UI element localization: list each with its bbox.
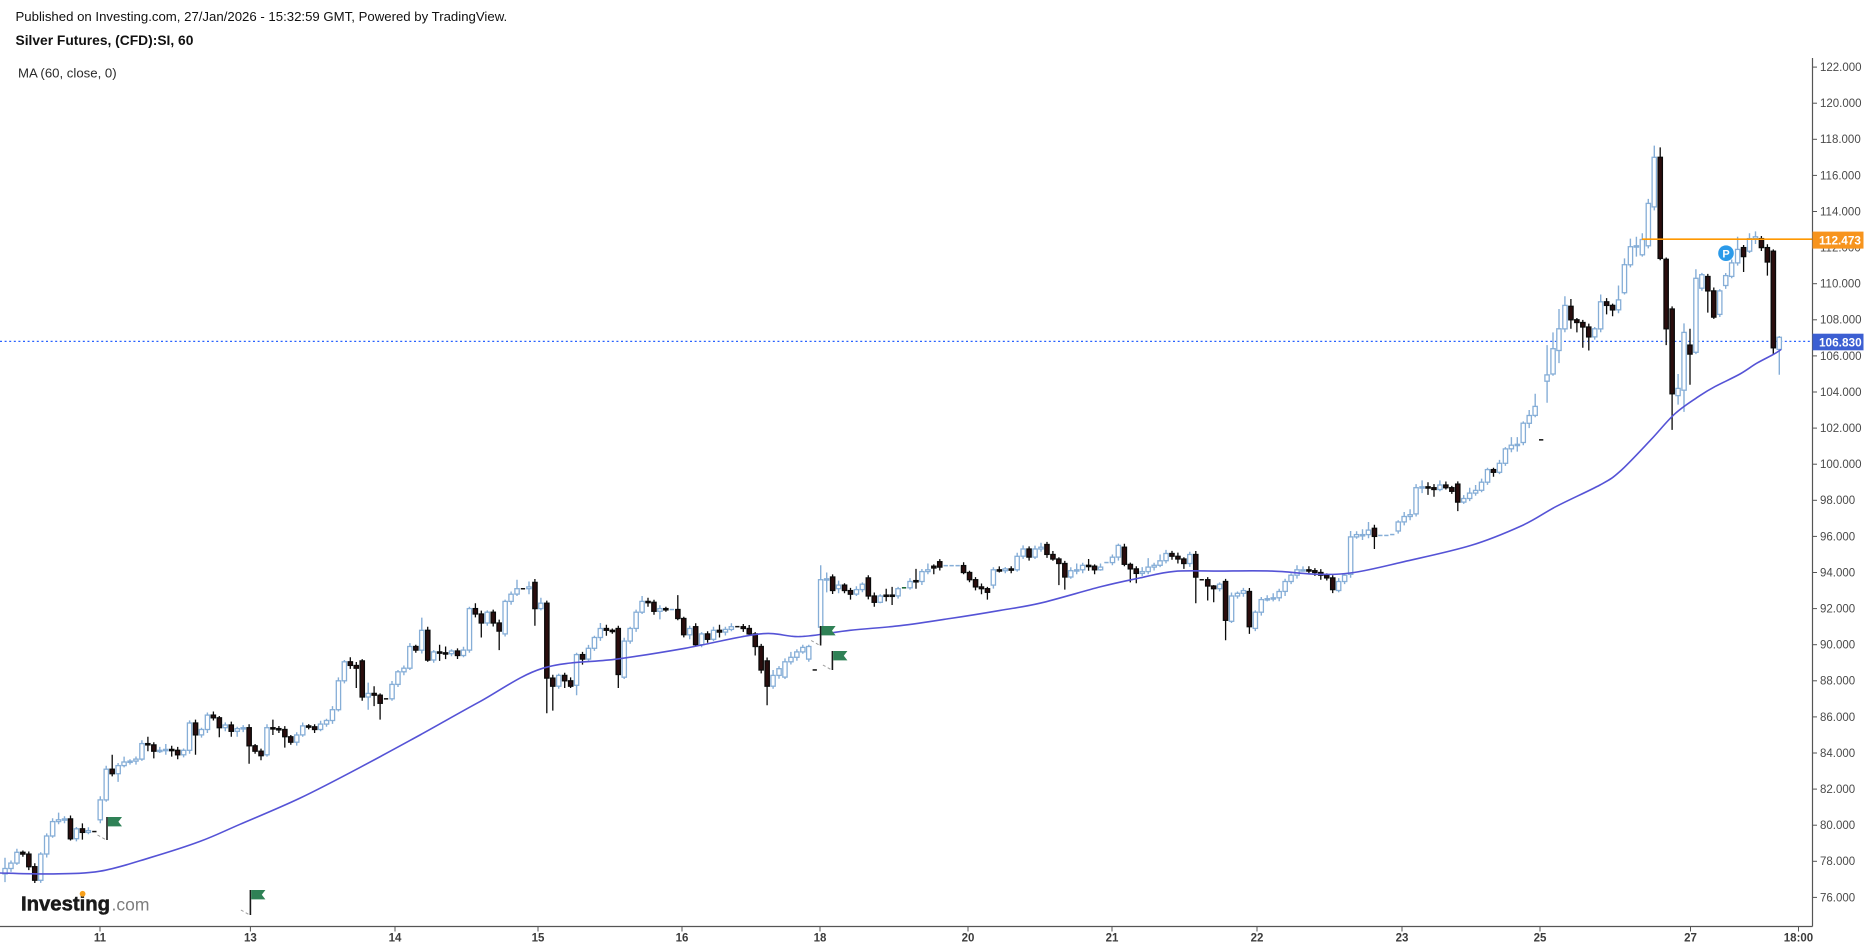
svg-text:Investing: Investing bbox=[21, 894, 110, 916]
svg-text:18:00: 18:00 bbox=[1784, 933, 1813, 945]
svg-text:106.000: 106.000 bbox=[1820, 351, 1862, 363]
svg-text:Published on Investing.com, 27: Published on Investing.com, 27/Jan/2026 … bbox=[16, 9, 508, 24]
svg-text:120.000: 120.000 bbox=[1820, 98, 1862, 110]
svg-text:94.000: 94.000 bbox=[1820, 567, 1855, 579]
svg-text:110.000: 110.000 bbox=[1820, 279, 1861, 291]
svg-text:88.000: 88.000 bbox=[1820, 676, 1855, 688]
svg-text:21: 21 bbox=[1106, 933, 1119, 945]
svg-text:76.000: 76.000 bbox=[1820, 892, 1855, 904]
svg-text:25: 25 bbox=[1534, 933, 1547, 945]
svg-text:82.000: 82.000 bbox=[1820, 784, 1855, 796]
svg-text:84.000: 84.000 bbox=[1820, 748, 1855, 760]
svg-text:22: 22 bbox=[1251, 933, 1264, 945]
svg-text:11: 11 bbox=[94, 933, 107, 945]
svg-text:P: P bbox=[1722, 248, 1729, 260]
svg-text:108.000: 108.000 bbox=[1820, 315, 1862, 327]
svg-text:122.000: 122.000 bbox=[1820, 62, 1862, 74]
svg-text:20: 20 bbox=[962, 933, 975, 945]
svg-text:.com: .com bbox=[112, 895, 150, 915]
svg-text:118.000: 118.000 bbox=[1820, 134, 1861, 146]
svg-text:18: 18 bbox=[814, 933, 827, 945]
svg-text:90.000: 90.000 bbox=[1820, 640, 1855, 652]
svg-text:16: 16 bbox=[676, 933, 689, 945]
svg-text:14: 14 bbox=[389, 933, 402, 945]
svg-text:114.000: 114.000 bbox=[1820, 206, 1861, 218]
svg-text:106.830: 106.830 bbox=[1819, 335, 1862, 349]
svg-text:104.000: 104.000 bbox=[1820, 387, 1862, 399]
svg-text:15: 15 bbox=[532, 933, 545, 945]
svg-text:96.000: 96.000 bbox=[1820, 531, 1855, 543]
svg-text:86.000: 86.000 bbox=[1820, 712, 1855, 724]
svg-text:92.000: 92.000 bbox=[1820, 604, 1855, 616]
svg-text:102.000: 102.000 bbox=[1820, 423, 1862, 435]
svg-text:MA (60, close, 0): MA (60, close, 0) bbox=[18, 66, 117, 81]
svg-text:23: 23 bbox=[1396, 933, 1409, 945]
svg-text:116.000: 116.000 bbox=[1820, 170, 1861, 182]
svg-text:80.000: 80.000 bbox=[1820, 820, 1855, 832]
svg-text:100.000: 100.000 bbox=[1820, 459, 1862, 471]
svg-text:112.473: 112.473 bbox=[1819, 233, 1861, 247]
svg-text:13: 13 bbox=[244, 933, 257, 945]
svg-text:27: 27 bbox=[1684, 933, 1697, 945]
svg-text:98.000: 98.000 bbox=[1820, 495, 1855, 507]
svg-text:78.000: 78.000 bbox=[1820, 856, 1855, 868]
svg-text:Silver Futures, (CFD):SI, 60: Silver Futures, (CFD):SI, 60 bbox=[16, 33, 194, 48]
